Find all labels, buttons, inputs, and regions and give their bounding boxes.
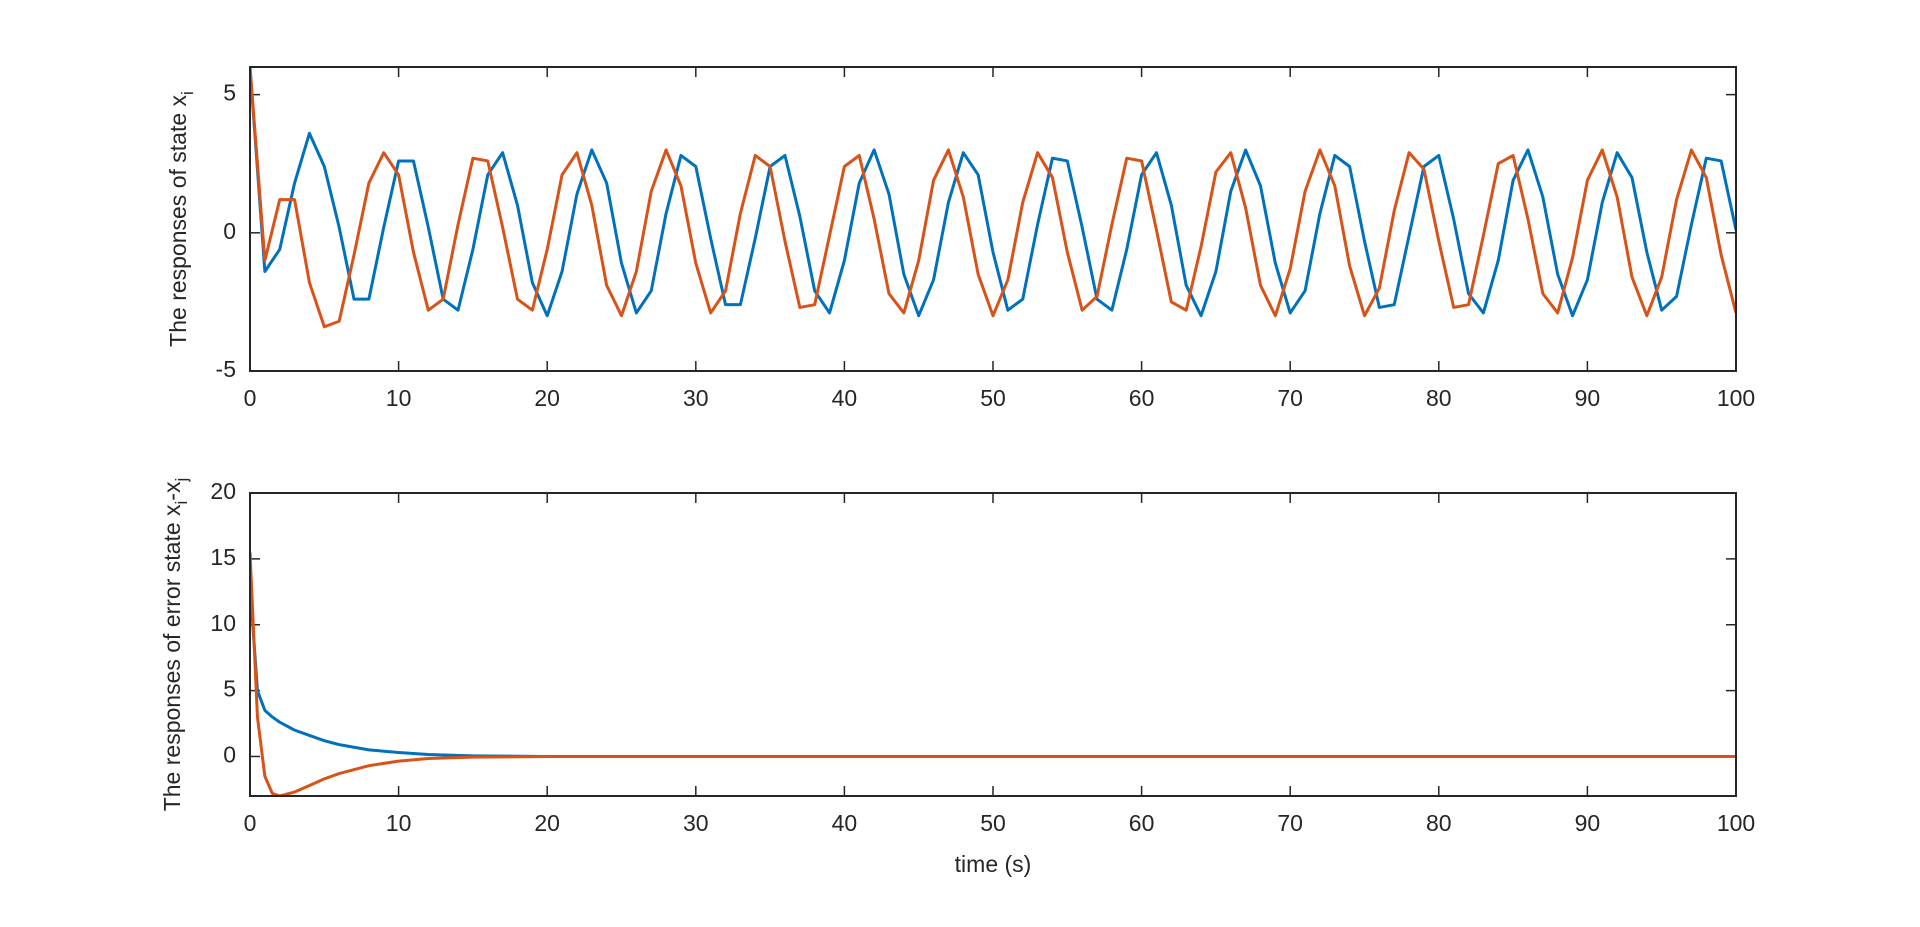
y-label-subscript: j (172, 478, 191, 483)
y-tick-label: 0 (223, 742, 236, 768)
y-axis-label: The responses of state xi (165, 91, 197, 347)
x-tick-label: 40 (832, 810, 858, 836)
x-axis-label: time (s) (955, 851, 1032, 877)
axes-box (249, 66, 1737, 372)
series-line (250, 552, 1736, 796)
series-line (250, 67, 1736, 318)
x-tick-label: 20 (534, 810, 560, 836)
x-tick-label: 0 (244, 385, 257, 411)
x-tick-label: 60 (1129, 385, 1155, 411)
y-tick-label: 5 (223, 80, 236, 106)
series-line (250, 585, 1736, 758)
y-tick-label: 5 (223, 676, 236, 702)
y-tick-label: 0 (223, 218, 236, 244)
axes-box (249, 492, 1737, 797)
x-tick-label: 30 (683, 810, 709, 836)
x-tick-label: 10 (386, 810, 412, 836)
y-label-text: The responses of state x (165, 94, 191, 346)
y-tick-label: 20 (210, 478, 236, 504)
x-tick-label: 70 (1277, 385, 1303, 411)
y-label-subscript: i (178, 91, 197, 95)
y-tick-label: 10 (210, 610, 236, 636)
x-tick-label: 90 (1575, 385, 1601, 411)
x-tick-label: 20 (534, 385, 560, 411)
x-tick-label: 100 (1717, 385, 1755, 411)
x-tick-label: 100 (1717, 810, 1755, 836)
x-tick-label: 50 (980, 810, 1006, 836)
series-line (250, 67, 1736, 329)
x-tick-label: 80 (1426, 810, 1452, 836)
y-tick-label: 15 (210, 544, 236, 570)
x-tick-label: 30 (683, 385, 709, 411)
y-axis-label: The responses of error state xi-xj (159, 478, 191, 812)
y-tick-label: -5 (216, 356, 236, 382)
x-tick-label: 10 (386, 385, 412, 411)
y-label-subscript: i (172, 501, 191, 505)
x-tick-label: 40 (832, 385, 858, 411)
x-tick-label: 50 (980, 385, 1006, 411)
x-tick-label: 90 (1575, 810, 1601, 836)
y-label-text: -x (159, 481, 185, 501)
x-tick-label: 0 (244, 810, 257, 836)
y-label-text: The responses of error state x (159, 504, 185, 811)
x-tick-label: 70 (1277, 810, 1303, 836)
x-tick-label: 60 (1129, 810, 1155, 836)
x-tick-label: 80 (1426, 385, 1452, 411)
